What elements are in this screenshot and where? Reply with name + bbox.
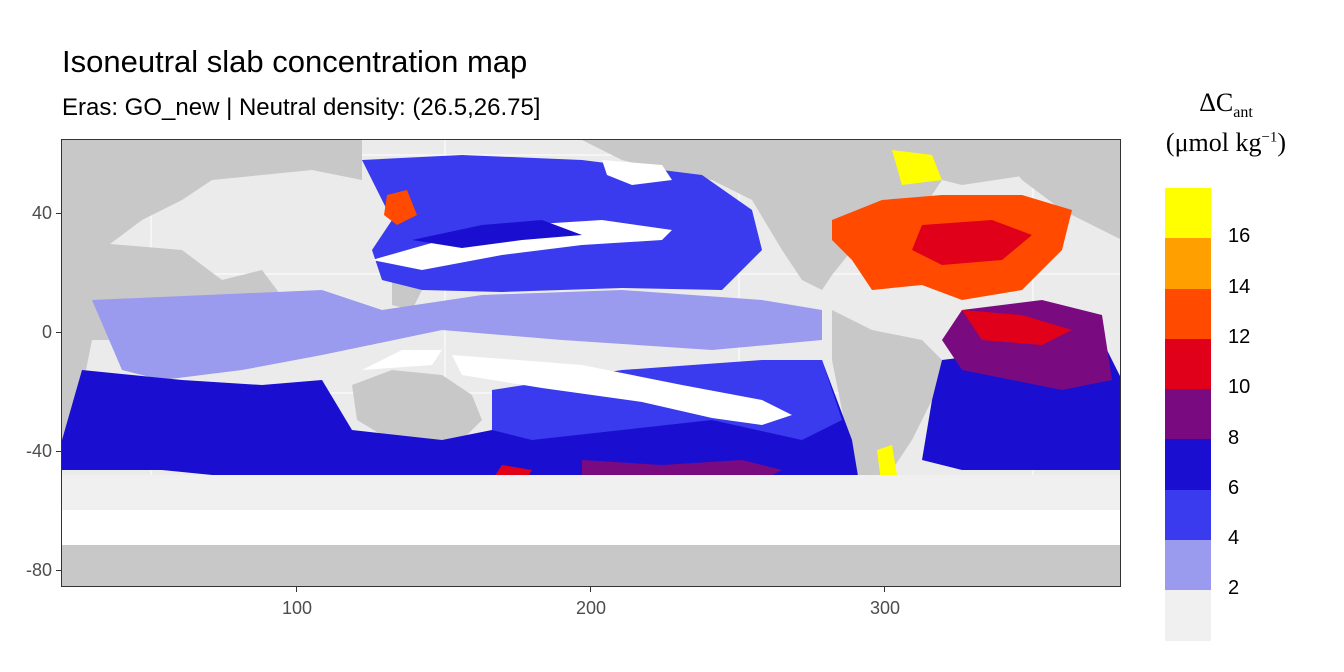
legend-swatch xyxy=(1165,489,1211,541)
x-tick-mark xyxy=(590,587,591,592)
legend-swatch xyxy=(1165,540,1211,591)
legend-swatch xyxy=(1165,288,1211,339)
map-canvas xyxy=(62,140,1120,586)
legend-symbol-text: ΔC xyxy=(1199,88,1234,117)
legend-unit-text: (μmol kg xyxy=(1165,128,1262,158)
x-tick-mark xyxy=(296,587,297,592)
legend-swatch xyxy=(1165,439,1211,490)
x-tick-mark xyxy=(884,587,885,592)
legend-swatch xyxy=(1165,389,1211,440)
legend-swatch xyxy=(1165,590,1211,641)
legend-swatch xyxy=(1165,238,1211,289)
y-tick-label: -40 xyxy=(25,441,52,461)
y-tick-mark xyxy=(56,451,61,452)
legend-unit: (μmol kg−1) xyxy=(1160,128,1292,158)
y-tick-label: 40 xyxy=(31,203,52,223)
x-tick-label: 200 xyxy=(575,598,607,618)
legend-unit-superscript: −1 xyxy=(1261,129,1278,146)
legend-symbol: ΔCant xyxy=(1160,88,1292,122)
y-tick-mark xyxy=(56,213,61,214)
ocean-layer xyxy=(62,150,1120,545)
y-tick-label: 0 xyxy=(41,322,52,342)
legend-symbol-subscript: ant xyxy=(1233,104,1253,122)
legend-unit-close: ) xyxy=(1277,128,1287,158)
x-tick-label: 300 xyxy=(869,598,901,618)
y-tick-mark xyxy=(56,332,61,333)
legend-label: 16 xyxy=(1228,225,1251,248)
legend-swatch xyxy=(1165,188,1211,239)
map-subtitle: Eras: GO_new | Neutral density: (26.5,26… xyxy=(62,94,541,121)
legend-label: 12 xyxy=(1228,325,1251,348)
legend-label: 10 xyxy=(1228,376,1251,399)
legend-swatch xyxy=(1165,338,1211,390)
x-tick-label: 100 xyxy=(281,598,313,618)
legend-title: ΔCant (μmol kg−1) xyxy=(1160,88,1292,158)
legend-label: 6 xyxy=(1228,476,1240,499)
legend-colorbar xyxy=(1165,188,1211,641)
legend-label: 2 xyxy=(1228,577,1240,600)
y-tick-mark xyxy=(56,570,61,571)
y-tick-label: -80 xyxy=(25,560,52,580)
legend-label: 4 xyxy=(1228,527,1240,550)
map-panel xyxy=(61,139,1121,587)
map-title: Isoneutral slab concentration map xyxy=(62,44,528,79)
legend-label: 14 xyxy=(1228,275,1251,298)
legend-label: 8 xyxy=(1228,426,1240,449)
